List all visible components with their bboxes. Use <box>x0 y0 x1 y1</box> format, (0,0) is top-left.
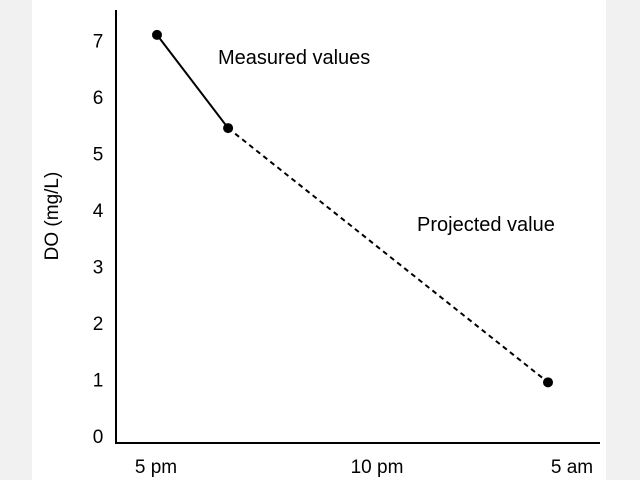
y-tick-labels: 0 1 2 3 4 5 6 7 <box>93 32 104 449</box>
y-tick-label: 1 <box>93 371 104 392</box>
annotation-projected: Projected value <box>417 214 555 236</box>
y-tick-label: 5 <box>93 145 104 166</box>
y-tick-label: 6 <box>93 88 104 109</box>
y-tick-label: 3 <box>93 258 104 279</box>
x-tick-label: 10 pm <box>351 457 404 478</box>
data-point <box>152 29 162 40</box>
y-tick-label: 0 <box>93 427 104 448</box>
y-tick-label: 7 <box>93 32 104 53</box>
y-tick-label: 2 <box>93 314 104 335</box>
measured-line <box>156 34 229 129</box>
data-point <box>543 377 553 388</box>
series-lines <box>156 34 549 384</box>
x-tick-labels: 5 pm 10 pm 5 am <box>135 457 593 478</box>
data-points <box>152 29 553 388</box>
projected-line <box>227 127 549 384</box>
x-tick-label: 5 pm <box>135 457 177 478</box>
data-point <box>223 123 234 134</box>
y-tick-label: 4 <box>93 201 104 222</box>
y-axis-label: DO (mg/L) <box>42 172 63 261</box>
x-tick-label: 5 am <box>551 457 593 478</box>
chart-panel <box>32 0 606 480</box>
annotation-measured: Measured values <box>218 47 370 69</box>
